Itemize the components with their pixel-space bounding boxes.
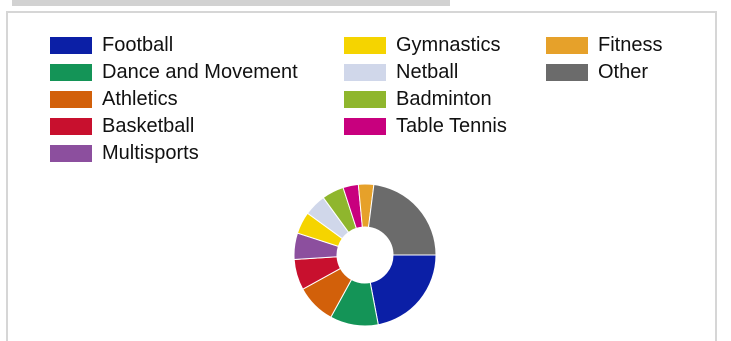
legend-item-gymnastics: Gymnastics xyxy=(344,32,507,59)
legend-label-other: Other xyxy=(598,61,649,83)
legend-item-other: Other xyxy=(546,59,662,86)
legend-item-athletics: Athletics xyxy=(50,86,298,113)
donut-chart xyxy=(293,183,437,327)
legend-item-football: Football xyxy=(50,32,298,59)
legend-swatch-athletics xyxy=(50,91,92,108)
legend-swatch-basketball xyxy=(50,118,92,135)
legend-swatch-football xyxy=(50,37,92,54)
legend-column-1: Football Dance and Movement Athletics Ba… xyxy=(50,32,298,167)
legend-label-netball: Netball xyxy=(396,61,459,83)
legend-label-gymnastics: Gymnastics xyxy=(396,34,501,56)
donut-slice-football xyxy=(369,254,437,326)
legend-label-dance-and-movement: Dance and Movement xyxy=(102,61,298,83)
legend-swatch-badminton xyxy=(344,91,386,108)
legend-swatch-dance-and-movement xyxy=(50,64,92,81)
chart-panel: Football Dance and Movement Athletics Ba… xyxy=(6,11,717,341)
legend-label-table-tennis: Table Tennis xyxy=(396,115,507,137)
legend-item-dance-and-movement: Dance and Movement xyxy=(50,59,298,86)
legend-label-multisports: Multisports xyxy=(102,142,199,164)
legend-item-table-tennis: Table Tennis xyxy=(344,113,507,140)
top-divider-bar xyxy=(12,0,450,6)
legend-item-fitness: Fitness xyxy=(546,32,662,59)
legend-column-2: Gymnastics Netball Badminton Table Tenni… xyxy=(344,32,507,140)
legend-item-badminton: Badminton xyxy=(344,86,507,113)
legend-label-basketball: Basketball xyxy=(102,115,195,137)
legend-swatch-fitness xyxy=(546,37,588,54)
legend-swatch-table-tennis xyxy=(344,118,386,135)
legend-swatch-other xyxy=(546,64,588,81)
donut-slice-other xyxy=(367,184,437,256)
legend-swatch-netball xyxy=(344,64,386,81)
legend-swatch-gymnastics xyxy=(344,37,386,54)
chart-legend: Football Dance and Movement Athletics Ba… xyxy=(8,13,715,173)
legend-item-multisports: Multisports xyxy=(50,140,298,167)
legend-item-netball: Netball xyxy=(344,59,507,86)
legend-item-basketball: Basketball xyxy=(50,113,298,140)
legend-column-3: Fitness Other xyxy=(546,32,662,86)
legend-swatch-multisports xyxy=(50,145,92,162)
legend-label-football: Football xyxy=(102,34,174,56)
legend-label-athletics: Athletics xyxy=(102,88,178,110)
legend-label-badminton: Badminton xyxy=(396,88,492,110)
legend-label-fitness: Fitness xyxy=(598,34,663,56)
